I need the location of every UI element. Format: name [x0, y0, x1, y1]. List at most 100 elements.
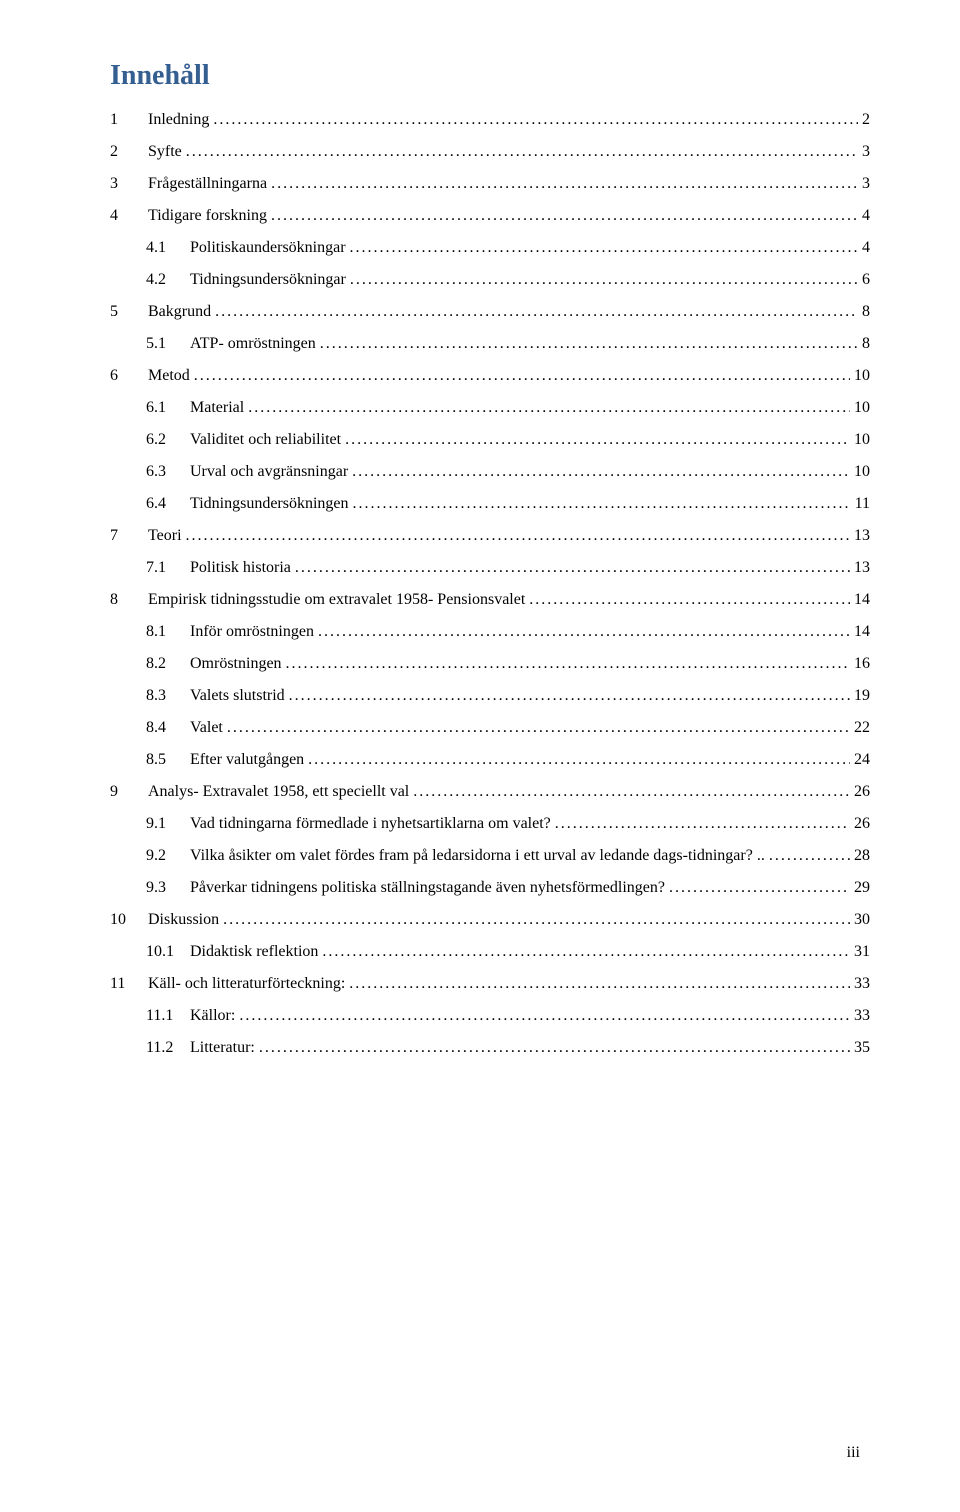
toc-entry[interactable]: 9.3Påverkar tidningens politiska ställni… — [110, 872, 870, 904]
toc-entry[interactable]: 11Käll- och litteraturförteckning: 33 — [110, 968, 870, 1000]
toc-entry[interactable]: 1Inledning 2 — [110, 104, 870, 136]
toc-entry-label: Påverkar tidningens politiska ställnings… — [182, 872, 665, 904]
toc-entry[interactable]: 9.2Vilka åsikter om valet fördes fram på… — [110, 840, 870, 872]
toc-entry-label: Empirisk tidningsstudie om extravalet 19… — [136, 584, 525, 616]
toc-entry[interactable]: 8.4Valet 22 — [110, 712, 870, 744]
toc-leader-dots — [349, 968, 850, 1000]
toc-entry-page: 11 — [855, 488, 870, 520]
toc-entry-number: 5.1 — [146, 328, 182, 360]
toc-entry-number: 8 — [110, 584, 136, 616]
toc-entry[interactable]: 8.1Inför omröstningen 14 — [110, 616, 870, 648]
toc-leader-dots — [215, 296, 858, 328]
toc-leader-dots — [555, 808, 850, 840]
toc-entry[interactable]: 7Teori 13 — [110, 520, 870, 552]
toc-entry-number: 6.2 — [146, 424, 182, 456]
toc-leader-dots — [769, 840, 850, 872]
toc-entry-page: 24 — [854, 744, 870, 776]
toc-entry[interactable]: 11.1Källor: 33 — [110, 1000, 870, 1032]
toc-entry[interactable]: 6.4Tidningsundersökningen 11 — [110, 488, 870, 520]
toc-entry-label: Politisk historia — [182, 552, 291, 584]
toc-entry-number: 4.2 — [146, 264, 182, 296]
toc-entry-page: 30 — [854, 904, 870, 936]
toc-entry[interactable]: 8Empirisk tidningsstudie om extravalet 1… — [110, 584, 870, 616]
toc-entry-page: 31 — [854, 936, 870, 968]
toc-entry[interactable]: 8.3Valets slutstrid 19 — [110, 680, 870, 712]
toc-entry-label: ATP- omröstningen — [182, 328, 316, 360]
toc-entry-page: 13 — [854, 552, 870, 584]
toc-entry[interactable]: 9Analys- Extravalet 1958, ett speciellt … — [110, 776, 870, 808]
toc-entry[interactable]: 4.1Politiskaundersökningar 4 — [110, 232, 870, 264]
toc-entry-number: 8.5 — [146, 744, 182, 776]
toc-title: Innehåll — [110, 60, 870, 92]
toc-entry-number: 11.2 — [146, 1032, 182, 1064]
toc-entry[interactable]: 6.3Urval och avgränsningar 10 — [110, 456, 870, 488]
toc-entry[interactable]: 4Tidigare forskning 4 — [110, 200, 870, 232]
toc-entry-page: 3 — [862, 168, 870, 200]
toc-leader-dots — [322, 936, 850, 968]
toc-entry-label: Tidningsundersökningar — [182, 264, 346, 296]
toc-entry-number: 6.3 — [146, 456, 182, 488]
toc-entry[interactable]: 9.1Vad tidningarna förmedlade i nyhetsar… — [110, 808, 870, 840]
toc-leader-dots — [213, 104, 858, 136]
toc-entry-page: 6 — [862, 264, 870, 296]
toc-entry-page: 10 — [854, 456, 870, 488]
toc-entry-number: 6 — [110, 360, 136, 392]
toc-entry-number: 6.1 — [146, 392, 182, 424]
page-number: iii — [847, 1444, 860, 1462]
toc-entry-page: 16 — [854, 648, 870, 680]
toc-entry[interactable]: 7.1Politisk historia 13 — [110, 552, 870, 584]
toc-entry-label: Käll- och litteraturförteckning: — [136, 968, 345, 1000]
toc-entry[interactable]: 5.1ATP- omröstningen 8 — [110, 328, 870, 360]
toc-entry-label: Validitet och reliabilitet — [182, 424, 341, 456]
toc-entry-page: 14 — [854, 616, 870, 648]
toc-entry-page: 10 — [854, 360, 870, 392]
toc-entry-label: Syfte — [136, 136, 182, 168]
toc-entry-page: 4 — [862, 232, 870, 264]
toc-entry-label: Politiskaundersökningar — [182, 232, 346, 264]
toc-entry-page: 22 — [854, 712, 870, 744]
toc-leader-dots — [318, 616, 850, 648]
toc-entry[interactable]: 11.2Litteratur: 35 — [110, 1032, 870, 1064]
toc-entry-number: 11 — [110, 968, 136, 1000]
toc-leader-dots — [350, 264, 858, 296]
toc-entry-page: 4 — [862, 200, 870, 232]
toc-entry-number: 9.3 — [146, 872, 182, 904]
toc-entry-page: 28 — [854, 840, 870, 872]
toc-entry-number: 9 — [110, 776, 136, 808]
toc-entry[interactable]: 10.1Didaktisk reflektion 31 — [110, 936, 870, 968]
toc-entry-page: 26 — [854, 776, 870, 808]
toc-entry-label: Vilka åsikter om valet fördes fram på le… — [182, 840, 765, 872]
toc-leader-dots — [271, 200, 858, 232]
toc-entry[interactable]: 6Metod 10 — [110, 360, 870, 392]
toc-entry-label: Tidningsundersökningen — [182, 488, 349, 520]
toc-leader-dots — [295, 552, 850, 584]
toc-entry-number: 7.1 — [146, 552, 182, 584]
toc-entry-number: 8.1 — [146, 616, 182, 648]
toc-entry[interactable]: 8.5Efter valutgången 24 — [110, 744, 870, 776]
toc-entry-page: 10 — [854, 392, 870, 424]
toc-entry-number: 7 — [110, 520, 136, 552]
toc-entry-page: 33 — [854, 1000, 870, 1032]
toc-leader-dots — [308, 744, 850, 776]
toc-entry-number: 11.1 — [146, 1000, 182, 1032]
toc-entry-page: 13 — [854, 520, 870, 552]
toc-entry[interactable]: 6.2Validitet och reliabilitet 10 — [110, 424, 870, 456]
toc-leader-dots — [186, 136, 858, 168]
toc-leader-dots — [669, 872, 850, 904]
toc-entry-page: 29 — [854, 872, 870, 904]
toc-leader-dots — [353, 488, 851, 520]
toc-entry-number: 5 — [110, 296, 136, 328]
toc-entry-label: Urval och avgränsningar — [182, 456, 348, 488]
toc-entry-page: 26 — [854, 808, 870, 840]
toc-entry-page: 14 — [854, 584, 870, 616]
toc-entry[interactable]: 8.2Omröstningen 16 — [110, 648, 870, 680]
toc-entry[interactable]: 4.2Tidningsundersökningar 6 — [110, 264, 870, 296]
toc-entry[interactable]: 10Diskussion 30 — [110, 904, 870, 936]
toc-entry[interactable]: 3Frågeställningarna 3 — [110, 168, 870, 200]
toc-entry-label: Analys- Extravalet 1958, ett speciellt v… — [136, 776, 409, 808]
toc-entry[interactable]: 2Syfte 3 — [110, 136, 870, 168]
toc-entry[interactable]: 5Bakgrund 8 — [110, 296, 870, 328]
toc-leader-dots — [289, 680, 850, 712]
toc-entry[interactable]: 6.1Material 10 — [110, 392, 870, 424]
toc-entry-label: Efter valutgången — [182, 744, 304, 776]
